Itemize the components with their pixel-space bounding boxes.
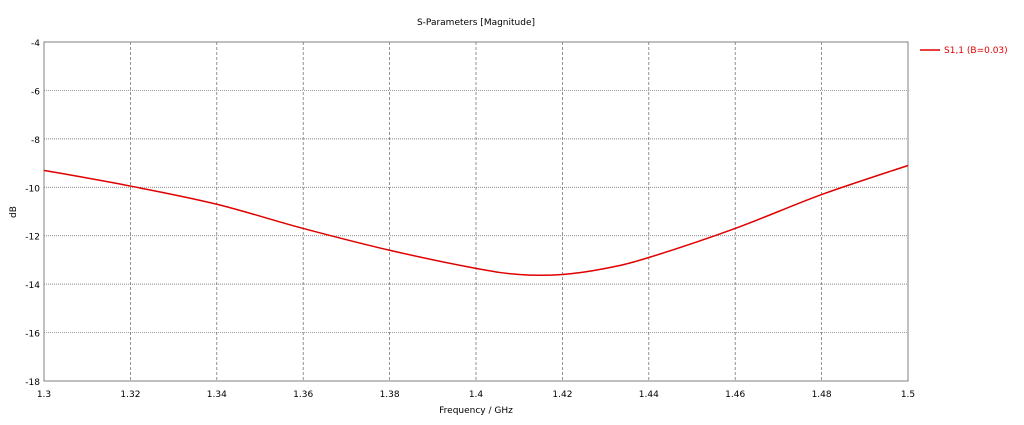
x-tick-label: 1.5	[901, 390, 915, 400]
x-axis-label: Frequency / GHz	[439, 406, 513, 416]
x-tick-label: 1.38	[380, 390, 400, 400]
y-tick-label: -12	[25, 233, 40, 243]
x-tick-label: 1.48	[812, 390, 832, 400]
x-tick-label: 1.44	[639, 390, 659, 400]
y-tick-label: -8	[31, 136, 40, 146]
plot-frame	[43, 41, 909, 382]
legend: S1,1 (B=0.03)	[920, 46, 1008, 56]
y-axis-label: dB	[9, 206, 19, 218]
x-tick-label: 1.32	[120, 390, 140, 400]
x-tick-label: 1.36	[293, 390, 313, 400]
series-line-s11	[43, 164, 909, 276]
series	[43, 164, 909, 276]
x-tick-label: 1.34	[207, 390, 227, 400]
y-tick-label: -10	[25, 184, 40, 194]
y-tick-label: -4	[31, 39, 40, 49]
y-tick-label: -18	[25, 378, 40, 388]
y-tick-label: -16	[25, 330, 40, 340]
x-tick-label: 1.42	[552, 390, 572, 400]
x-tick-label: 1.46	[725, 390, 745, 400]
x-tick-label: 1.3	[37, 390, 51, 400]
grid	[43, 41, 909, 382]
y-tick-label: -6	[31, 87, 40, 97]
x-tick-label: 1.4	[469, 390, 484, 400]
legend-label: S1,1 (B=0.03)	[944, 46, 1008, 56]
ticks: 1.3 1.32 1.34 1.36 1.38 1.4 1.42 1.44 1.46 1.48 1.…	[25, 39, 915, 400]
chart-title: S-Parameters [Magnitude]	[417, 18, 535, 28]
y-tick-label: -14	[25, 281, 40, 291]
